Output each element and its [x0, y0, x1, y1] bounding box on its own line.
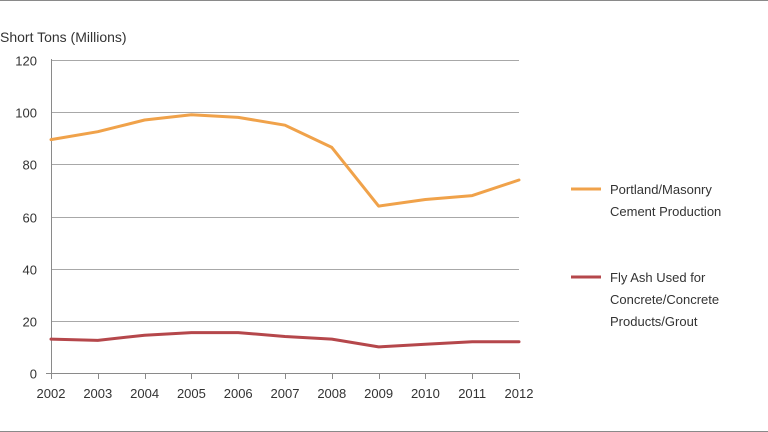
legend-label: Concrete/Concrete [610, 292, 719, 307]
frame-top-border [0, 0, 768, 1]
x-tick-label: 2007 [271, 386, 300, 401]
x-tick-label: 2009 [364, 386, 393, 401]
legend-entry-1: Portland/Masonry Cement Production [571, 182, 721, 219]
y-tick-labels: 0 20 40 60 80 100 120 [15, 54, 37, 382]
y-axis-label: Short Tons (Millions) [0, 29, 127, 45]
y-tick-label: 20 [23, 315, 37, 330]
series-lines [49, 113, 521, 349]
x-tick-labels: 2002 2003 2004 2005 2006 2007 2008 2009 2010 2011… [37, 386, 534, 401]
legend-entry-2: Fly Ash Used for Concrete/Concrete Product… [571, 270, 719, 329]
y-tick-label: 60 [23, 211, 37, 226]
legend: Portland/Masonry Cement Production Fly Ash… [571, 182, 721, 329]
legend-label: Cement Production [610, 204, 721, 219]
x-tick-label: 2010 [411, 386, 440, 401]
y-tick-label: 40 [23, 263, 37, 278]
axes [46, 59, 520, 379]
x-tick-label: 2002 [37, 386, 66, 401]
x-tick-label: 2005 [177, 386, 206, 401]
x-tick-label: 2012 [505, 386, 534, 401]
series-line-2 [49, 331, 521, 349]
x-tick-label: 2008 [317, 386, 346, 401]
legend-label: Fly Ash Used for [610, 270, 706, 285]
legend-label: Portland/Masonry [610, 182, 712, 197]
y-tick-label: 120 [15, 54, 37, 69]
gridlines [51, 60, 519, 322]
x-tick-label: 2011 [458, 386, 486, 401]
x-tick-label: 2006 [224, 386, 253, 401]
y-tick-label: 80 [23, 158, 37, 173]
x-tick-label: 2003 [83, 386, 112, 401]
legend-label: Products/Grout [610, 314, 698, 329]
y-tick-label: 100 [15, 106, 37, 121]
y-tick-label: 0 [30, 367, 37, 382]
x-tick-label: 2004 [130, 386, 159, 401]
series-line-1 [49, 113, 521, 208]
